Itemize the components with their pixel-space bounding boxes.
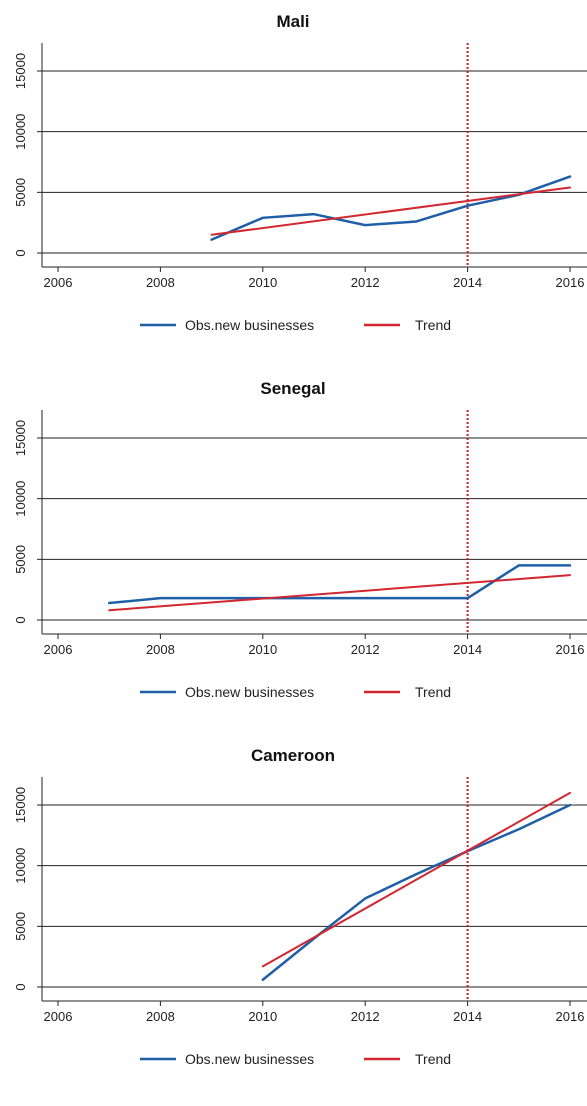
cameroon-x-tick-label-2012: 2012 (351, 1009, 380, 1024)
cameroon-x-tick-label-2014: 2014 (453, 1009, 482, 1024)
senegal-y-tick-label-15000: 15000 (13, 420, 28, 456)
mali-y-tick-label-10000: 10000 (13, 114, 28, 150)
mali-title: Mali (276, 12, 309, 31)
cameroon-legend-label-obs-new-businesses: Obs.new businesses (185, 1051, 314, 1067)
chart-svg-senegal: Senegal 0 5000 10000 15000 2006 2008 2010 2012 20… (13, 379, 587, 700)
senegal-legend-label-obs-new-businesses: Obs.new businesses (185, 684, 314, 700)
mali-x-tick-label-2010: 2010 (248, 275, 277, 290)
senegal-y-tick-label-0: 0 (13, 616, 28, 623)
cameroon-y-tick-label-15000: 15000 (13, 787, 28, 823)
mali-legend-label-obs-new-businesses: Obs.new businesses (185, 317, 314, 333)
senegal-x-tick-label-2008: 2008 (146, 642, 175, 657)
chart-svg-cameroon: Cameroon 0 5000 10000 15000 2006 2008 2010 2012 2… (13, 746, 587, 1067)
cameroon-y-tick-label-0: 0 (13, 983, 28, 990)
senegal-y-tick-label-5000: 5000 (13, 545, 28, 574)
chart-senegal: Senegal 0 5000 10000 15000 2006 2008 2010 2012 20… (0, 367, 587, 734)
cameroon-y-tick-label-5000: 5000 (13, 912, 28, 941)
senegal-x-tick-label-2016: 2016 (556, 642, 585, 657)
senegal-x-tick-label-2010: 2010 (248, 642, 277, 657)
cameroon-x-tick-label-2010: 2010 (248, 1009, 277, 1024)
mali-x-tick-label-2006: 2006 (44, 275, 73, 290)
cameroon-series-trend (261, 791, 571, 968)
senegal-series-trend (108, 574, 571, 612)
senegal-y-tick-label-10000: 10000 (13, 481, 28, 517)
mali-x-tick-label-2016: 2016 (556, 275, 585, 290)
mali-x-tick-label-2008: 2008 (146, 275, 175, 290)
mali-series-trend (210, 186, 571, 236)
mali-x-tick-label-2012: 2012 (351, 275, 380, 290)
cameroon-x-tick-label-2008: 2008 (146, 1009, 175, 1024)
mali-y-tick-label-5000: 5000 (13, 178, 28, 207)
cameroon-x-tick-label-2016: 2016 (556, 1009, 585, 1024)
senegal-x-tick-label-2014: 2014 (453, 642, 482, 657)
mali-series-obs-new-businesses (210, 175, 572, 241)
mali-y-tick-label-15000: 15000 (13, 53, 28, 89)
senegal-x-tick-label-2006: 2006 (44, 642, 73, 657)
chart-cameroon: Cameroon 0 5000 10000 15000 2006 2008 2010 2012 2… (0, 734, 587, 1101)
senegal-series-obs-new-businesses (107, 564, 572, 605)
cameroon-x-tick-label-2006: 2006 (44, 1009, 73, 1024)
senegal-title: Senegal (260, 379, 325, 398)
mali-legend-label-trend: Trend (415, 317, 451, 333)
chart-svg-mali: Mali 0 5000 10000 15000 2006 2008 2010 2012 2014 2… (13, 12, 587, 333)
cameroon-title: Cameroon (251, 746, 335, 765)
cameroon-legend-label-trend: Trend (415, 1051, 451, 1067)
senegal-x-tick-label-2012: 2012 (351, 642, 380, 657)
cameroon-series-obs-new-businesses (261, 803, 572, 981)
senegal-legend-label-trend: Trend (415, 684, 451, 700)
chart-mali: Mali 0 5000 10000 15000 2006 2008 2010 2012 2014 2… (0, 0, 587, 367)
mali-x-tick-label-2014: 2014 (453, 275, 482, 290)
cameroon-y-tick-label-10000: 10000 (13, 848, 28, 884)
mali-y-tick-label-0: 0 (13, 249, 28, 256)
